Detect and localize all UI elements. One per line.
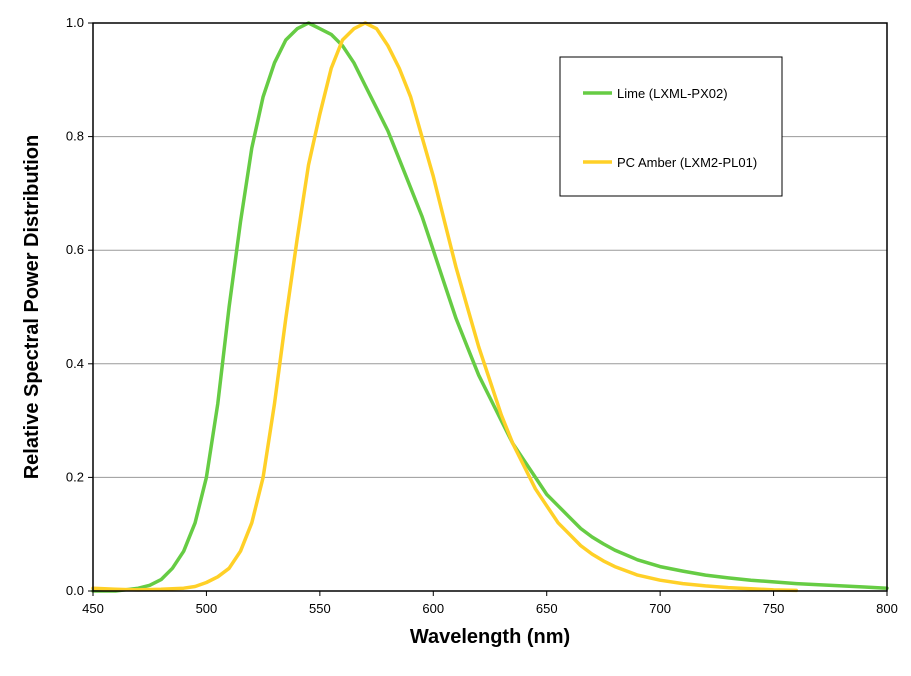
- y-tick-label-0: 0.0: [66, 583, 84, 598]
- x-tick-label-0: 450: [82, 601, 104, 616]
- grid-lines: [93, 136, 887, 478]
- legend: Lime (LXML-PX02) PC Amber (LXM2-PL01): [559, 56, 783, 197]
- series-line-1: [91, 21, 799, 593]
- x-tick-label-4: 650: [536, 601, 558, 616]
- legend-label-pc-amber: PC Amber (LXM2-PL01): [617, 155, 757, 170]
- axis-ticks: [88, 22, 888, 596]
- x-tick-label-3: 600: [422, 601, 444, 616]
- y-tick-label-3: 0.6: [66, 242, 84, 257]
- x-tick-labels: 450 500 550 600 650 700 750 800: [82, 601, 898, 616]
- x-axis-title: Wavelength (nm): [410, 626, 570, 648]
- y-axis-title: Relative Spectral Power Distribution: [21, 135, 43, 480]
- y-tick-label-2: 0.4: [66, 356, 84, 371]
- series-lines: [91, 21, 889, 593]
- series-line-0: [91, 21, 889, 593]
- x-tick-label-5: 700: [649, 601, 671, 616]
- x-tick-label-6: 750: [763, 601, 785, 616]
- y-tick-labels: 0.0 0.2 0.4 0.6 0.8 1.0: [66, 15, 84, 598]
- y-tick-label-4: 0.8: [66, 129, 84, 144]
- x-tick-label-7: 800: [876, 601, 898, 616]
- y-tick-label-5: 1.0: [66, 15, 84, 30]
- x-tick-label-1: 500: [196, 601, 218, 616]
- legend-box: [559, 56, 783, 197]
- y-tick-label-1: 0.2: [66, 469, 84, 484]
- x-tick-label-2: 550: [309, 601, 331, 616]
- legend-label-lime: Lime (LXML-PX02): [617, 86, 728, 101]
- plot-frame: [92, 22, 888, 592]
